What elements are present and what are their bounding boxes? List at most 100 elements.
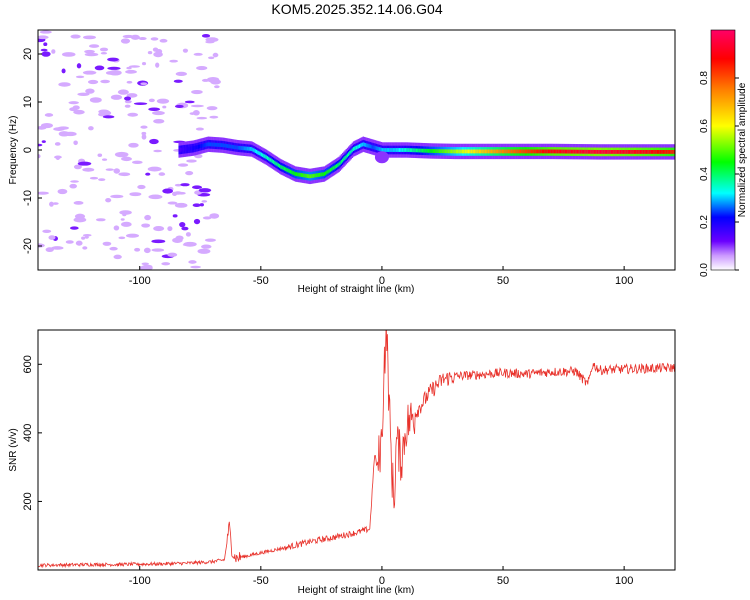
ridge-core	[274, 160, 276, 165]
ridge-core	[498, 149, 500, 154]
noise-speck	[68, 101, 79, 105]
ridge-core	[580, 149, 582, 154]
noise-speck	[210, 79, 218, 83]
noise-speck	[138, 37, 147, 41]
ridge-core	[517, 149, 520, 154]
noise-speck	[44, 113, 54, 117]
noise-speck	[70, 180, 79, 183]
spectrogram-x-tick-label: -100	[129, 275, 151, 287]
noise-speck	[147, 51, 153, 55]
ridge-core	[631, 150, 633, 154]
ridge-core	[209, 142, 212, 147]
ridge-core	[512, 149, 515, 154]
ridge-core	[368, 144, 371, 148]
noise-speck	[109, 246, 118, 251]
noise-speck	[88, 126, 94, 131]
ridge-core	[315, 173, 317, 178]
ridge-core	[232, 145, 235, 149]
ridge-core	[228, 144, 230, 149]
ridge-core	[189, 146, 191, 151]
spectrogram-x-label: Height of straight line (km)	[298, 284, 415, 295]
ridge-core	[529, 149, 532, 154]
ridge-core	[597, 149, 599, 154]
noise-speck	[117, 89, 129, 95]
noise-speck	[48, 235, 56, 240]
ridge-core	[400, 148, 402, 152]
ridge-core	[184, 147, 186, 152]
noise-speck	[82, 167, 95, 172]
noise-speck	[209, 213, 220, 219]
noise-speck	[120, 218, 125, 221]
ridge-core	[627, 150, 630, 154]
ridge-core	[579, 149, 581, 154]
noise-speck	[173, 79, 183, 83]
noise-speck	[82, 246, 88, 250]
colorbar: 0.0 0.2 0.4 0.6 0.8 Normalized spectral ampl…	[699, 29, 748, 277]
ridge-core	[458, 149, 460, 154]
ridge-core	[246, 146, 248, 151]
noise-speck	[150, 37, 159, 41]
noise-speck	[204, 238, 217, 242]
ridge-core	[223, 143, 225, 148]
noise-speck	[128, 65, 140, 68]
ridge-core	[212, 142, 214, 147]
ridge-core	[322, 172, 325, 177]
ridge-core	[379, 147, 381, 152]
ridge-core	[441, 149, 443, 154]
noise-speck	[73, 217, 87, 223]
ridge-core	[338, 162, 340, 167]
noise-speck	[192, 110, 200, 116]
ridge-core	[518, 149, 521, 154]
ridge-core	[503, 149, 505, 154]
ridge-core	[561, 149, 563, 154]
ridge-core	[661, 150, 664, 154]
ridge-core	[288, 169, 291, 173]
noise-speck	[197, 248, 211, 254]
noise-speck	[174, 191, 182, 195]
ridge-core	[667, 150, 670, 154]
ridge-core	[211, 142, 213, 147]
ridge-core	[589, 149, 591, 154]
noise-speck	[156, 98, 170, 104]
noise-speck	[172, 237, 183, 243]
ridge-core	[264, 154, 266, 159]
ridge-core	[406, 148, 408, 152]
ridge-core	[260, 152, 263, 157]
ridge-core	[582, 149, 585, 154]
ridge-core	[570, 149, 573, 154]
ridge-core	[304, 173, 306, 178]
noise-speck	[196, 116, 208, 120]
noise-speck	[126, 93, 138, 98]
noise-speck	[202, 216, 212, 220]
ridge-core	[318, 172, 321, 177]
noise-speck	[73, 140, 78, 146]
ridge-core	[461, 149, 464, 154]
noise-speck	[182, 48, 189, 53]
ridge-core	[644, 150, 647, 154]
ridge-core	[185, 147, 188, 151]
ridge-core	[528, 149, 530, 154]
ridge-core	[437, 149, 440, 154]
noise-speck	[77, 161, 92, 166]
ridge-core	[219, 143, 222, 147]
ridge-core	[500, 149, 503, 154]
noise-speck	[125, 233, 140, 238]
ridge-core	[331, 167, 333, 172]
noise-speck	[81, 236, 86, 240]
ridge-core	[475, 149, 477, 154]
ridge-core	[253, 148, 256, 153]
ridge-core	[453, 149, 455, 154]
noise-speck	[120, 221, 132, 227]
noise-speck	[179, 221, 186, 228]
noise-speck	[177, 163, 189, 167]
ridge-core	[438, 149, 441, 154]
ridge-core	[265, 155, 268, 160]
ridge-core	[283, 166, 286, 171]
ridge-core	[590, 149, 592, 154]
ridge-core	[179, 147, 182, 152]
noise-speck	[61, 52, 76, 57]
ridge-core	[389, 148, 391, 152]
noise-speck	[38, 243, 45, 248]
ridge-core	[599, 150, 602, 154]
ridge-core	[624, 150, 626, 154]
